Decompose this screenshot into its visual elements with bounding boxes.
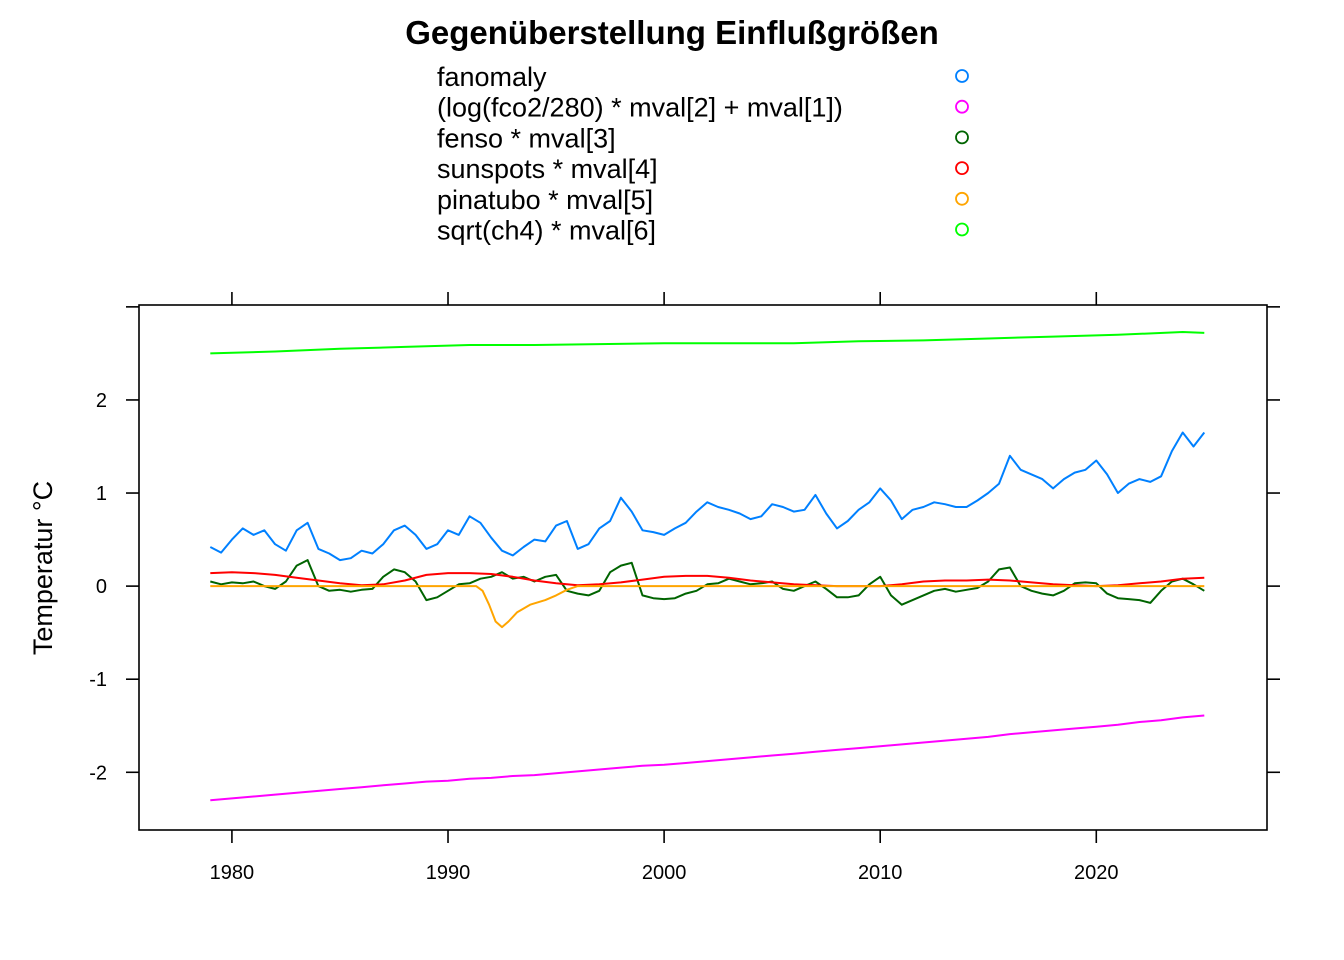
series-line-0: [209, 431, 1206, 562]
legend-label: sunspots * mval[4]: [437, 154, 658, 184]
series-line-4: [210, 585, 1205, 629]
legend-marker: [955, 130, 969, 145]
plot-series: [209, 331, 1206, 802]
x-tick-label: 1990: [426, 862, 471, 884]
legend-label: fenso * mval[3]: [437, 123, 616, 153]
legend-label: fanomaly: [437, 62, 547, 92]
x-tick-label: 2020: [1074, 862, 1119, 884]
legend-marker: [955, 99, 969, 114]
chart-title: Gegenüberstellung Einflußgrößen: [405, 14, 939, 51]
legend-label: pinatubo * mval[5]: [437, 185, 653, 215]
legend-label: sqrt(ch4) * mval[6]: [437, 216, 656, 246]
y-tick-label: 1: [96, 483, 107, 505]
x-tick-label: 2010: [858, 862, 903, 884]
y-tick-label: 0: [96, 576, 107, 598]
x-tick-label: 2000: [642, 862, 687, 884]
legend-marker: [955, 69, 969, 83]
series-line-3: [210, 571, 1205, 588]
legend: fanomaly(log(fco2/280) * mval[2] + mval[…: [437, 62, 969, 246]
series-line-1: [210, 714, 1205, 802]
y-axis-label: Temperatur °C: [28, 481, 58, 655]
axis-ticks: 1980 1990 2000 2010 2020 -2 -1 0 1 2: [89, 292, 1280, 884]
legend-label: (log(fco2/280) * mval[2] + mval[1]): [437, 93, 843, 123]
y-tick-label: -1: [89, 669, 107, 691]
plot-frame: [138, 304, 1268, 831]
legend-marker: [955, 161, 969, 176]
legend-marker: [955, 222, 969, 237]
series-line-2: [210, 559, 1205, 606]
y-tick-label: -2: [89, 762, 107, 784]
y-tick-label: 2: [96, 390, 107, 412]
x-tick-label: 1980: [210, 862, 255, 884]
legend-marker: [955, 191, 969, 206]
series-line-5: [210, 331, 1205, 355]
